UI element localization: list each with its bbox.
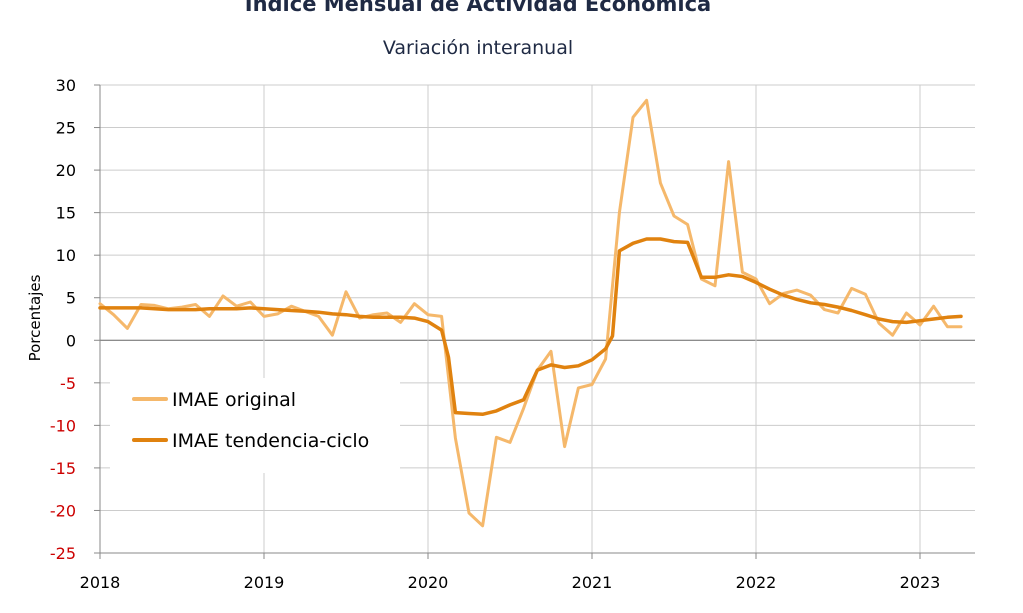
y-tick-label: 0 <box>66 331 76 350</box>
y-tick-label: -25 <box>50 544 76 563</box>
y-tick-label: -10 <box>50 416 76 435</box>
y-tick-label: 10 <box>56 246 76 265</box>
legend: IMAE original IMAE tendencia-ciclo <box>110 378 400 473</box>
series-lines <box>98 98 963 528</box>
x-tick-labels: 2018 2019 2020 2021 2022 2023 <box>80 573 941 592</box>
y-tick-label: 30 <box>56 76 76 95</box>
legend-label-imae-original: IMAE original <box>172 389 296 411</box>
x-tick-label: 2022 <box>736 573 777 592</box>
series-line-imae-tendencia-ciclo <box>98 237 963 417</box>
y-tick-label: -5 <box>60 374 76 393</box>
x-tick-label: 2018 <box>80 573 121 592</box>
chart-title: Índice Mensual de Actividad Económica <box>245 0 711 16</box>
gridlines <box>99 84 975 554</box>
y-tick-label: 25 <box>56 119 76 138</box>
y-tick-label: 5 <box>66 289 76 308</box>
y-tick-label: -15 <box>50 459 76 478</box>
x-tick-label: 2021 <box>572 573 613 592</box>
y-tick-label: 20 <box>56 161 76 180</box>
y-axis-label: Porcentajes <box>26 274 44 361</box>
y-tick-label: 15 <box>56 204 76 223</box>
legend-label-imae-tendencia-ciclo: IMAE tendencia-ciclo <box>172 430 369 452</box>
y-tick-label: -20 <box>50 501 76 520</box>
x-tick-label: 2019 <box>244 573 285 592</box>
y-tick-labels: -25 -20 -15 -10 -5 0 5 10 15 20 25 30 <box>50 76 76 563</box>
legend-background <box>110 378 400 473</box>
axes <box>94 84 975 559</box>
x-tick-label: 2023 <box>900 573 941 592</box>
chart-subtitle: Variación interanual <box>383 37 573 59</box>
x-tick-label: 2020 <box>408 573 449 592</box>
